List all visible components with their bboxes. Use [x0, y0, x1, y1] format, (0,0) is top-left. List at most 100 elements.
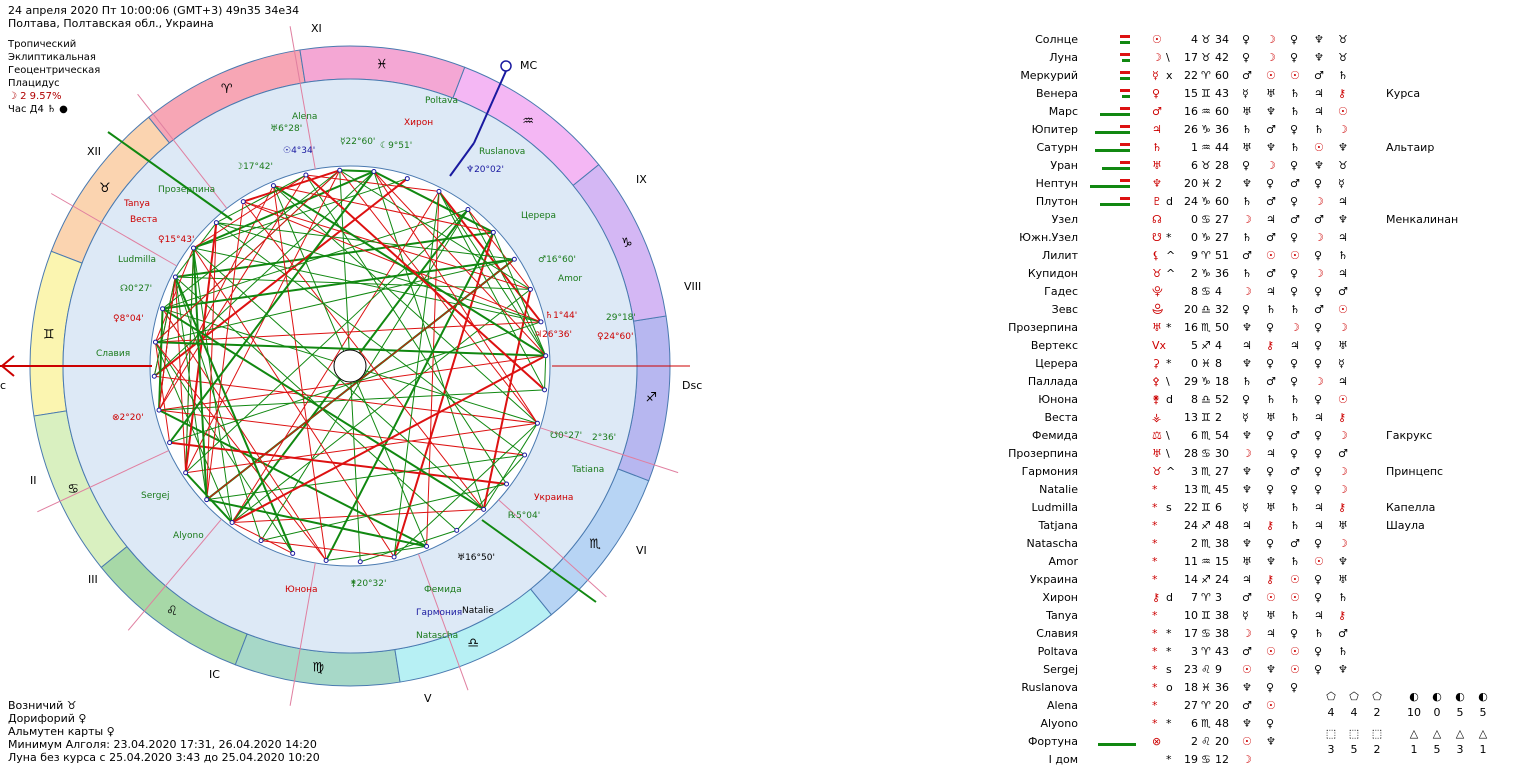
aspect-node — [258, 538, 264, 544]
degree-value: 6 — [1191, 159, 1198, 172]
planet-table-row[interactable]: Sergej * s 23 ♌ 9 ☉ ♆ ☉ ♀ ♆ — [1000, 661, 1500, 679]
planet-table-row[interactable]: Купидон ♉ ^ 2 ♑ 36 ♄ ♂ ♀ ☽ ♃ — [1000, 265, 1500, 283]
ruler-glyph: ♄ — [1242, 375, 1252, 388]
planet-table-row[interactable]: Poltava * * 3 ♈ 43 ♂ ☉ ☉ ♀ ♄ — [1000, 643, 1500, 661]
planet-label: Гармония — [416, 608, 462, 618]
minute-value: 38 — [1215, 537, 1229, 550]
weakness-bar — [1120, 71, 1130, 74]
ruler-glyph: ♀ — [1314, 393, 1323, 406]
planet-table-row[interactable]: Луна ☽ \ 17 ♉ 42 ♀ ☽ ♀ ♆ ♉ — [1000, 49, 1500, 67]
ruler-glyph: ♆ — [1242, 537, 1252, 550]
minute-value: 4 — [1215, 285, 1222, 298]
planet-table-row[interactable]: Вертекс Vx 5 ♐ 4 ♃ ⚷ ♃ ♀ ♅ — [1000, 337, 1500, 355]
planet-table-row[interactable]: Tatjana * 24 ♐ 48 ♃ ⚷ ♄ ♃ ♅ Шаула — [1000, 517, 1500, 535]
ruler-glyph: ♃ — [1314, 105, 1324, 118]
planet-table-row[interactable]: Tanya * 10 ♊ 38 ☿ ♅ ♄ ♃ ⚷ — [1000, 607, 1500, 625]
aspect-mark: * — [1166, 717, 1172, 730]
planet-table-row[interactable]: Гармония ♉ ^ 3 ♏ 27 ♆ ♀ ♂ ♀ ☽ Принцепс — [1000, 463, 1500, 481]
degree-value: 8 — [1191, 393, 1198, 406]
planet-label: Sergej — [141, 491, 170, 501]
house-cusp-line — [137, 93, 228, 209]
planet-table-row[interactable]: Меркурий ☿ x 22 ♈ 60 ♂ ☉ ☉ ♂ ♄ — [1000, 67, 1500, 85]
ruler-glyph: ☉ — [1290, 249, 1300, 262]
planet-symbol: * — [1152, 519, 1158, 532]
planet-table-row[interactable]: Фемида ⚖ \ 6 ♏ 54 ♆ ♀ ♂ ♀ ☽ Гакрукс — [1000, 427, 1500, 445]
planet-table-row[interactable]: Узел ☊ 0 ♋ 27 ☽ ♃ ♂ ♂ ♆ Менкалинан — [1000, 211, 1500, 229]
ruler-glyph: ♃ — [1338, 231, 1348, 244]
degree-value: 17 — [1184, 627, 1198, 640]
cross-stat-icon: ⬚ — [1348, 727, 1360, 740]
planet-table-row[interactable]: Южн.Узел ☋ * 0 ♑ 27 ♄ ♂ ♀ ☽ ♃ — [1000, 229, 1500, 247]
ruler-glyph: ♂ — [1314, 69, 1324, 82]
ruler-glyph: ♃ — [1314, 501, 1324, 514]
ruler-glyph: ♀ — [1266, 717, 1275, 730]
planet-symbol: ☽ — [1152, 51, 1162, 64]
planet-table-row[interactable]: Гадес ⯓ 8 ♋ 4 ☽ ♃ ♀ ♀ ♂ — [1000, 283, 1500, 301]
planet-table-row[interactable]: Зевс ⯕ 20 ♎ 32 ♀ ♄ ♄ ♂ ☉ — [1000, 301, 1500, 319]
triangle-stat-count: 3 — [1456, 743, 1464, 756]
planet-table-row[interactable]: I дом * 19 ♋ 12 ☽ — [1000, 751, 1500, 769]
sign-glyph: ♉ — [1201, 159, 1211, 172]
planet-label: Amor — [558, 274, 582, 284]
planet-table-row[interactable]: Amor * 11 ♒ 15 ♅ ♆ ♄ ☉ ♆ — [1000, 553, 1500, 571]
planet-label: Фемида — [424, 585, 462, 595]
planet-table-row[interactable]: Церера ⚳ * 0 ♓ 8 ♆ ♀ ♀ ♀ ☿ — [1000, 355, 1500, 373]
ruler-glyph: ☉ — [1338, 105, 1348, 118]
planet-table-row[interactable]: Уран ♅ 6 ♉ 28 ♀ ☽ ♀ ♆ ♉ — [1000, 157, 1500, 175]
planet-table-row[interactable]: Alyono * * 6 ♏ 48 ♆ ♀ — [1000, 715, 1500, 733]
ruler-glyph: ♃ — [1314, 609, 1324, 622]
planet-table-row[interactable]: Natalie * 13 ♏ 45 ♆ ♀ ♀ ♀ ☽ — [1000, 481, 1500, 499]
aspect-line — [155, 341, 294, 554]
planet-name: Фортуна — [1027, 735, 1078, 748]
ruler-glyph: ♀ — [1290, 231, 1299, 244]
planet-table-row[interactable]: Natascha * 2 ♏ 38 ♆ ♀ ♂ ♀ ☽ — [1000, 535, 1500, 553]
sign-glyph: ♓ — [1201, 177, 1211, 190]
planet-table-row[interactable]: Лилит ⚸ ^ 9 ♈ 51 ♂ ☉ ☉ ♀ ♄ — [1000, 247, 1500, 265]
planet-table-row[interactable]: Ruslanova * o 18 ♓ 36 ♆ ♀ ♀ — [1000, 679, 1500, 697]
aspect-line — [339, 169, 538, 424]
planet-table-row[interactable]: Веста ⚶ 13 ♊ 2 ☿ ♅ ♄ ♃ ⚷ — [1000, 409, 1500, 427]
aspect-line — [155, 341, 327, 561]
planet-table-row[interactable]: Прозерпина ♅ * 16 ♏ 50 ♆ ♀ ☽ ♀ ☽ — [1000, 319, 1500, 337]
planet-table-row[interactable]: Alena * 27 ♈ 20 ♂ ☉ — [1000, 697, 1500, 715]
planet-label: Юнона — [285, 585, 318, 595]
planet-table-row[interactable]: Паллада ⚴ \ 29 ♑ 18 ♄ ♂ ♀ ☽ ♃ — [1000, 373, 1500, 391]
planet-table-row[interactable]: Хирон ⚷ d 7 ♈ 3 ♂ ☉ ☉ ♀ ♄ — [1000, 589, 1500, 607]
planet-table-row[interactable]: Украина * 14 ♐ 24 ♃ ⚷ ☉ ♀ ♅ — [1000, 571, 1500, 589]
planet-name: Купидон — [1027, 267, 1078, 280]
planet-table-row[interactable]: Ludmilla * s 22 ♊ 6 ☿ ♅ ♄ ♃ ⚷ Капелла — [1000, 499, 1500, 517]
triangle-stat-count: 5 — [1433, 743, 1441, 756]
ruler-glyph: ♀ — [1266, 465, 1275, 478]
aspect-mark: ^ — [1166, 249, 1176, 262]
planet-name: Юнона — [1038, 393, 1078, 406]
footer-algol-min: Минимум Алголя: 23.04.2020 17:31, 26.04.… — [8, 738, 317, 751]
quality-stat-count: 5 — [1479, 706, 1487, 719]
planet-table-row[interactable]: Сатурн ♄ 1 ♒ 44 ♅ ♆ ♄ ☉ ♆ Альтаир — [1000, 139, 1500, 157]
planet-table-row[interactable]: Славия * * 17 ♋ 38 ☽ ♃ ♀ ♄ ♂ — [1000, 625, 1500, 643]
aspect-line — [305, 174, 440, 192]
aspect-line — [360, 529, 457, 563]
minute-value: 15 — [1215, 555, 1229, 568]
minute-value: 34 — [1215, 33, 1229, 46]
ruler-glyph: ☽ — [1314, 267, 1324, 280]
aspect-node — [424, 543, 430, 549]
ruler-glyph: ♄ — [1314, 627, 1324, 640]
aspect-node — [229, 520, 235, 526]
minute-value: 38 — [1215, 627, 1229, 640]
chart-place-line: Полтава, Полтавская обл., Украина — [8, 17, 214, 30]
planet-table-row[interactable]: Нептун ♆ 20 ♓ 2 ♆ ♀ ♂ ♀ ☿ — [1000, 175, 1500, 193]
house-cusp-line — [289, 26, 316, 170]
aspect-line — [325, 232, 494, 561]
aspect-node — [151, 373, 157, 379]
planet-table-row[interactable]: Фортуна ⊗ 2 ♌ 20 ☉ ♆ — [1000, 733, 1500, 751]
planet-table-row[interactable]: Солнце ☉ 4 ♉ 34 ♀ ☽ ♀ ♆ ♉ — [1000, 31, 1500, 49]
planet-table-row[interactable]: Прозерпина ♅ \ 28 ♋ 30 ☽ ♃ ♀ ♀ ♂ — [1000, 445, 1500, 463]
planet-table-row[interactable]: Плутон ♇ d 24 ♑ 60 ♄ ♂ ♀ ☽ ♃ — [1000, 193, 1500, 211]
ruler-glyph: ♃ — [1338, 375, 1348, 388]
planet-table-row[interactable]: Марс ♂ 16 ♒ 60 ♅ ♆ ♄ ♃ ☉ — [1000, 103, 1500, 121]
planet-table-row[interactable]: Юнона ⚵ d 8 ♎ 52 ♀ ♄ ♄ ♀ ☉ — [1000, 391, 1500, 409]
asc-arrow-icon — [0, 355, 15, 377]
planet-table-row[interactable]: Юпитер ♃ 26 ♑ 36 ♄ ♂ ♀ ♄ ☽ — [1000, 121, 1500, 139]
planet-table-row[interactable]: Венера ♀ 15 ♊ 43 ☿ ♅ ♄ ♃ ⚷ Курса — [1000, 85, 1500, 103]
